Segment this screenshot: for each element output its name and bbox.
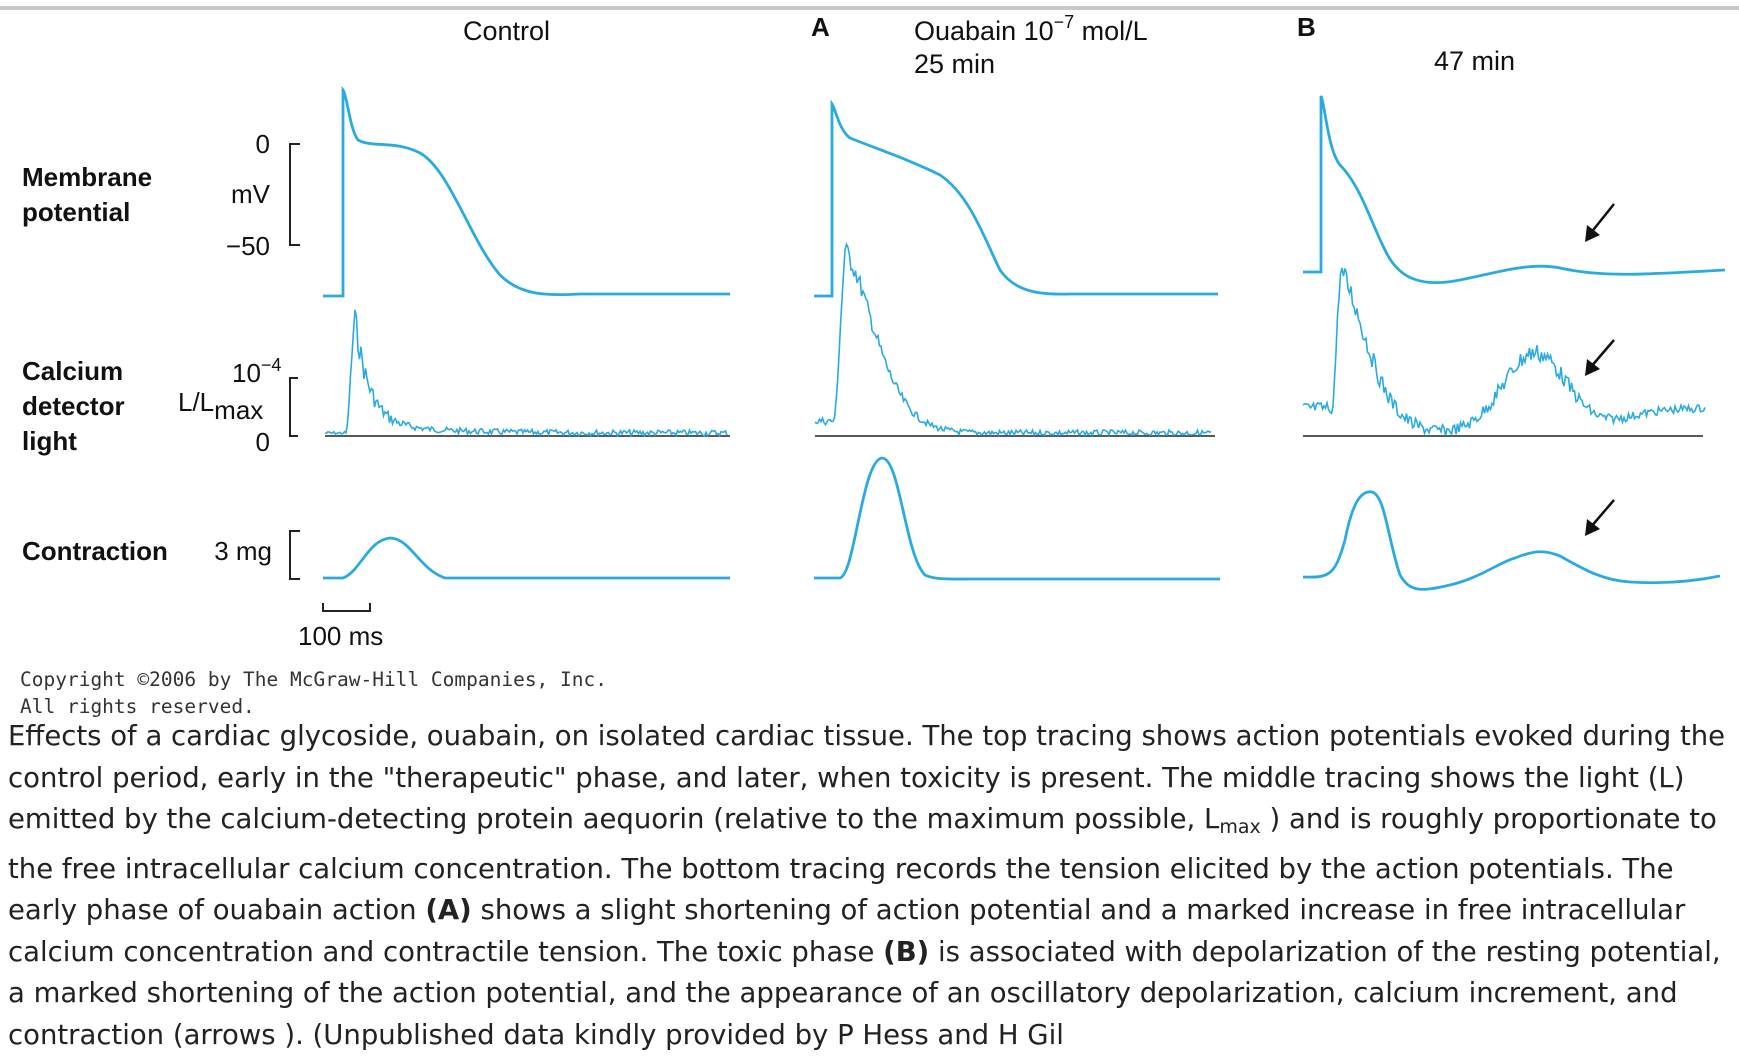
light-scale-bar — [289, 377, 298, 437]
calcium-label-3: light — [22, 426, 77, 456]
contraction-trace-b — [1302, 490, 1721, 591]
light-unit-l: L/L — [178, 387, 214, 417]
membrane-label-1: Membrane — [22, 162, 152, 192]
calcium-trace-control — [324, 309, 728, 438]
ouabain-prefix: Ouabain 10 — [914, 16, 1054, 46]
contraction-trace-a — [814, 456, 1220, 581]
light-unit-label: L/Lmax — [178, 387, 263, 425]
calcium-label-1: Calcium — [22, 356, 123, 386]
caption-part-1: Effects of a cardiac glycoside, ouabain,… — [8, 720, 1726, 835]
light-top-exp: −4 — [261, 355, 282, 375]
time-a-title: 25 min — [914, 49, 995, 79]
ouabain-title: Ouabain 10−7 mol/L — [914, 12, 1148, 46]
membrane-trace-control — [323, 85, 730, 298]
mv-minus50-label: −50 — [226, 231, 270, 261]
calcium-trace-b — [1302, 267, 1706, 437]
caption-part-2: ) and is roughly proportionate to the fr… — [8, 803, 1717, 926]
figure-caption: Effects of a cardiac glycoside, ouabain,… — [8, 716, 1733, 1056]
caption-b-label: (B) — [883, 935, 930, 968]
arrow-membrane-icon — [1585, 203, 1615, 242]
arrow-contraction-icon — [1585, 499, 1615, 536]
caption-part-4: is associated with depolarization of the… — [8, 935, 1721, 1051]
caption-lmax-sub: max — [1219, 816, 1261, 838]
time-scale-label: 100 ms — [298, 621, 383, 651]
arrow-calcium-icon — [1585, 339, 1615, 376]
calcium-trace-a — [814, 241, 1212, 438]
time-scale-bar — [322, 603, 371, 612]
panel-a-label: A — [811, 12, 830, 42]
control-title: Control — [463, 16, 550, 46]
mv-zero-label: 0 — [256, 129, 270, 159]
time-b-title: 47 min — [1434, 46, 1515, 76]
copyright-line-2: All rights reserved. — [20, 695, 255, 718]
light-top-base: 10 — [232, 358, 261, 388]
force-scale-label: 3 mg — [214, 536, 272, 566]
ouabain-figure: Control A Ouabain 10−7 mol/L 25 min B 47… — [0, 6, 1739, 718]
light-zero-label: 0 — [256, 427, 270, 457]
copyright-line-1: Copyright ©2006 by The McGraw-Hill Compa… — [20, 668, 607, 691]
calcium-label-2: detector — [22, 391, 125, 421]
membrane-label-2: potential — [22, 197, 130, 227]
light-top-label: 10−4 — [232, 355, 281, 388]
membrane-trace-a — [814, 99, 1218, 298]
membrane-trace-b — [1303, 95, 1726, 285]
mv-unit-label: mV — [231, 179, 271, 209]
contraction-label: Contraction — [22, 536, 168, 566]
caption-a-label: (A) — [425, 894, 472, 926]
light-unit-sub: max — [214, 395, 263, 425]
contraction-trace-control — [323, 536, 730, 580]
ouabain-exponent: −7 — [1054, 12, 1075, 32]
panel-b-label: B — [1297, 12, 1316, 42]
ouabain-unit: mol/L — [1074, 16, 1148, 46]
caption-part-3: shows a slight shortening of action pote… — [8, 894, 1686, 968]
mv-scale-bar — [289, 143, 300, 246]
force-scale-bar — [289, 530, 300, 580]
